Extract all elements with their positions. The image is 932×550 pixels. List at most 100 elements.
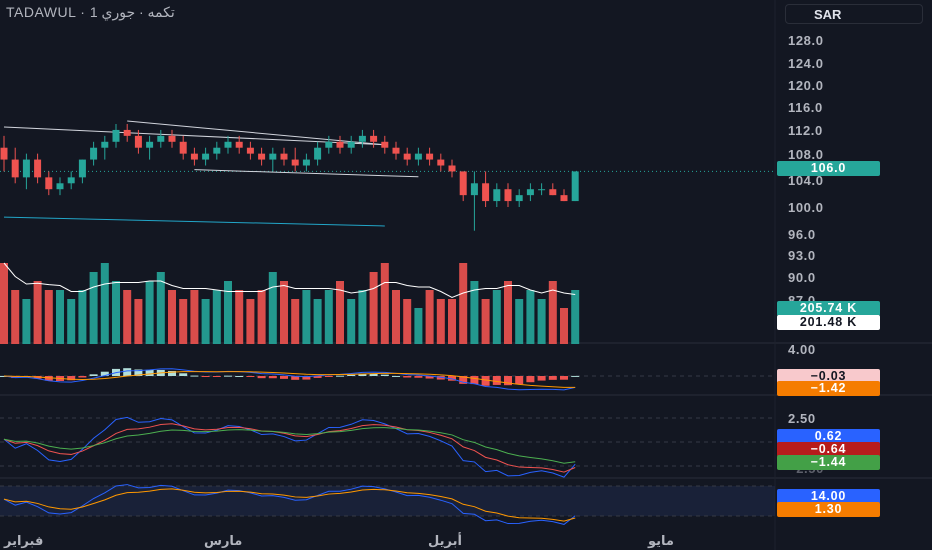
ind3-blue-line xyxy=(3,484,576,525)
candle-body xyxy=(482,183,490,202)
volume-bar xyxy=(0,263,8,344)
candle-body xyxy=(493,189,501,202)
volume-bar xyxy=(56,290,64,344)
ind3-blue-badge: 14.00 xyxy=(777,489,880,504)
macd-hist-bar xyxy=(537,376,546,381)
candle-body xyxy=(538,189,546,191)
ind3-orange-line xyxy=(3,488,576,522)
volume-bar xyxy=(291,299,300,344)
time-label-may: مايو xyxy=(648,533,674,548)
macd-hist-bar xyxy=(436,376,445,380)
volume-bar xyxy=(268,272,277,344)
volume-bar xyxy=(201,299,210,344)
candle-body xyxy=(291,159,299,166)
price-tick: 112.0 xyxy=(788,123,823,138)
candle-body xyxy=(459,171,467,196)
candle-body xyxy=(34,159,42,178)
candle-body xyxy=(157,135,165,142)
volume-bar xyxy=(504,281,512,344)
macd-hist-bar xyxy=(134,369,143,376)
volume-bar xyxy=(100,263,109,344)
candle-body xyxy=(235,141,243,148)
time-label-apr: أبريل xyxy=(428,533,462,548)
ind2-axis-tick: 2.50 xyxy=(788,411,816,426)
macd-signal-badge: −1.42 xyxy=(777,381,880,396)
candle-body xyxy=(168,135,176,142)
volume-bar xyxy=(112,281,120,344)
candle-body xyxy=(134,135,142,148)
macd-hist-bar xyxy=(123,368,132,376)
candle-body xyxy=(325,141,333,148)
macd-hist-bar xyxy=(11,376,20,379)
candle-body xyxy=(426,153,434,160)
volume-bar xyxy=(246,299,255,344)
volume-bar xyxy=(369,272,378,344)
macd-hist-bar xyxy=(190,375,199,377)
macd-axis-tick: 4.00 xyxy=(788,342,816,357)
ind3-band xyxy=(0,486,775,516)
candle-body xyxy=(101,141,109,148)
macd-hist-bar xyxy=(347,374,356,376)
volume-bar xyxy=(212,290,221,344)
candle-body xyxy=(392,147,400,154)
volume-badge: 205.74 K xyxy=(777,301,880,316)
symbol-title: TADAWUL · تكمه · جوري 1 xyxy=(6,4,175,20)
macd-hist-bar xyxy=(100,371,109,376)
volume-bar xyxy=(11,290,20,344)
cyan-line xyxy=(3,216,385,227)
macd-hist-bar xyxy=(492,376,501,385)
candle-body xyxy=(67,177,75,184)
volume-bar xyxy=(459,263,468,344)
candle-body xyxy=(526,189,534,196)
candle-body xyxy=(571,171,579,202)
candle-body xyxy=(146,141,154,148)
macd-signal-line xyxy=(3,371,576,388)
ind2-red-badge: −0.64 xyxy=(777,442,880,457)
volume-bar xyxy=(425,290,434,344)
macd-hist-bar xyxy=(560,376,568,380)
volume-bar xyxy=(537,299,546,344)
currency-selector[interactable]: SAR xyxy=(785,4,923,24)
ind2-green-badge: −1.44 xyxy=(777,455,880,470)
candle-body xyxy=(112,129,120,142)
macd-hist-bar xyxy=(168,370,176,376)
volume-bar xyxy=(470,281,479,344)
candle-body xyxy=(470,183,478,196)
price-tick: 124.0 xyxy=(788,56,824,71)
macd-hist-bar xyxy=(515,376,524,385)
volume-bar xyxy=(313,299,322,344)
ind2-red-line xyxy=(3,423,576,473)
volume-bar xyxy=(67,299,76,344)
volume-bar xyxy=(224,281,232,344)
macd-hist-bar xyxy=(358,373,367,376)
price-tick: 120.0 xyxy=(788,78,824,93)
volume-bar xyxy=(257,290,266,344)
macd-hist-bar xyxy=(313,376,322,378)
candle-body xyxy=(90,147,98,160)
volume-bar xyxy=(280,281,288,344)
volume-bar xyxy=(44,290,53,344)
volume-bar xyxy=(515,299,524,344)
ind2-blue-badge: 0.62 xyxy=(777,429,880,444)
macd-hist-badge: −0.03 xyxy=(777,369,880,384)
last-price-badge: 106.0 xyxy=(777,161,880,176)
macd-hist-bar xyxy=(324,376,333,377)
macd-hist-bar xyxy=(392,375,400,377)
macd-hist-bar xyxy=(470,376,479,385)
macd-hist-bar xyxy=(201,376,210,377)
candle-body xyxy=(437,159,445,166)
macd-hist-bar xyxy=(268,376,277,379)
volume-bar xyxy=(190,290,199,344)
ind2-green-line xyxy=(3,427,576,464)
price-tick: 116.0 xyxy=(788,100,823,115)
candle-body xyxy=(22,159,30,178)
macd-hist-bar xyxy=(425,376,434,379)
candle-body xyxy=(347,141,355,148)
volume-bar xyxy=(134,299,143,344)
candle-body xyxy=(336,141,344,148)
macd-hist-bar xyxy=(67,376,76,381)
volume-bar xyxy=(380,263,389,344)
trend-upper-2 xyxy=(127,120,385,146)
volume-bar xyxy=(168,290,176,344)
